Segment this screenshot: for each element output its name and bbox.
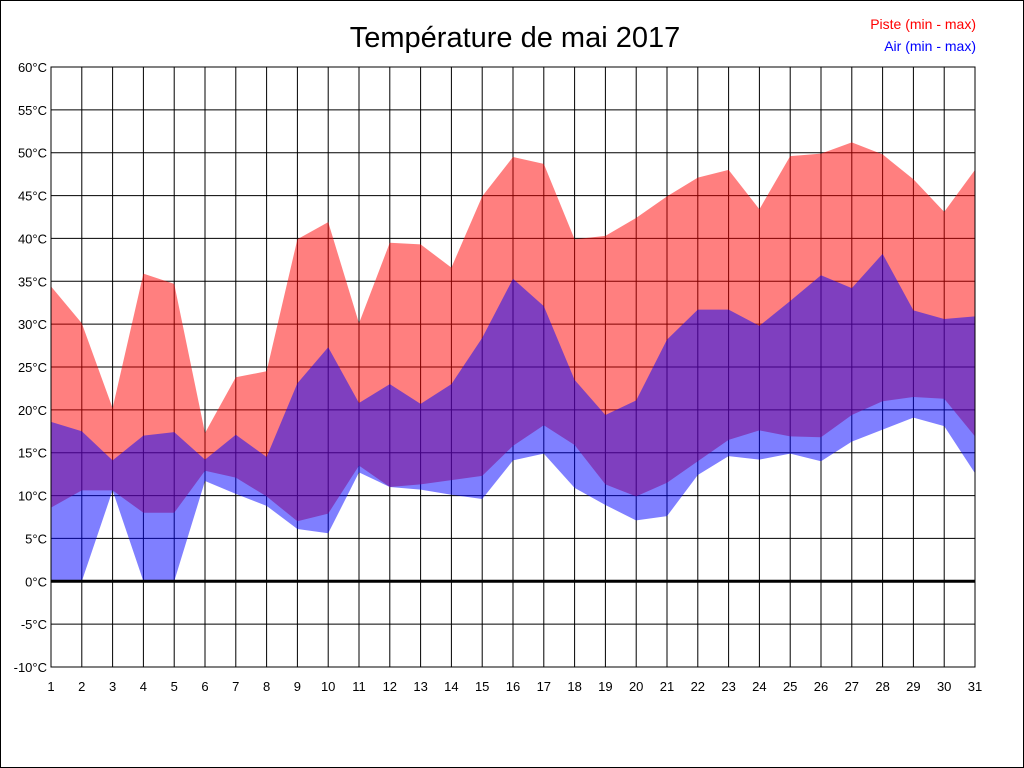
- legend-piste: Piste (min - max): [870, 16, 976, 32]
- x-tick-label: 14: [444, 679, 458, 694]
- x-tick-label: 19: [598, 679, 612, 694]
- air-band: [51, 253, 975, 582]
- y-tick-label: 30°C: [18, 317, 47, 332]
- x-tick-label: 5: [171, 679, 178, 694]
- x-tick-label: 10: [321, 679, 335, 694]
- x-tick-label: 8: [263, 679, 270, 694]
- x-tick-label: 15: [475, 679, 489, 694]
- x-tick-label: 24: [752, 679, 766, 694]
- y-tick-label: 35°C: [18, 274, 47, 289]
- y-tick-label: 0°C: [25, 574, 47, 589]
- x-tick-label: 25: [783, 679, 797, 694]
- x-tick-label: 4: [140, 679, 147, 694]
- bands: [51, 142, 975, 582]
- x-tick-label: 21: [660, 679, 674, 694]
- x-tick-label: 12: [383, 679, 397, 694]
- y-tick-label: 45°C: [18, 189, 47, 204]
- x-tick-label: 9: [294, 679, 301, 694]
- x-tick-label: 2: [78, 679, 85, 694]
- x-tick-label: 16: [506, 679, 520, 694]
- x-tick-label: 7: [232, 679, 239, 694]
- y-tick-label: 40°C: [18, 231, 47, 246]
- x-tick-label: 17: [537, 679, 551, 694]
- legend-air: Air (min - max): [884, 38, 976, 54]
- y-tick-label: 15°C: [18, 446, 47, 461]
- x-tick-label: 29: [906, 679, 920, 694]
- y-tick-label: 25°C: [18, 360, 47, 375]
- axes: -10°C -5°C 0°C 5°C 10°C 15°C 20°C 25°C 30°C 35°C 4…: [14, 60, 983, 694]
- x-tick-label: 18: [567, 679, 581, 694]
- y-tick-label: 60°C: [18, 60, 47, 75]
- y-tick-label: 50°C: [18, 146, 47, 161]
- y-tick-label: 10°C: [18, 489, 47, 504]
- plot-frame: [50, 66, 976, 668]
- x-tick-label: 26: [814, 679, 828, 694]
- x-tick-label: 1: [47, 679, 54, 694]
- x-tick-label: 23: [721, 679, 735, 694]
- x-tick-label: 11: [352, 679, 366, 694]
- y-tick-label: 20°C: [18, 403, 47, 418]
- y-tick-label: 55°C: [18, 103, 47, 118]
- x-tick-label: 13: [413, 679, 427, 694]
- x-tick-label: 31: [968, 679, 982, 694]
- chart-title: Température de mai 2017: [350, 22, 680, 54]
- x-tick-label: 6: [201, 679, 208, 694]
- x-tick-label: 30: [937, 679, 951, 694]
- y-tick-label: 5°C: [25, 531, 47, 546]
- y-tick-label: -10°C: [14, 660, 47, 675]
- y-tick-label: -5°C: [21, 617, 47, 632]
- x-tick-label: 3: [109, 679, 116, 694]
- x-tick-label: 22: [691, 679, 705, 694]
- x-tick-label: 28: [875, 679, 889, 694]
- x-tick-label: 27: [845, 679, 859, 694]
- x-tick-label: 20: [629, 679, 643, 694]
